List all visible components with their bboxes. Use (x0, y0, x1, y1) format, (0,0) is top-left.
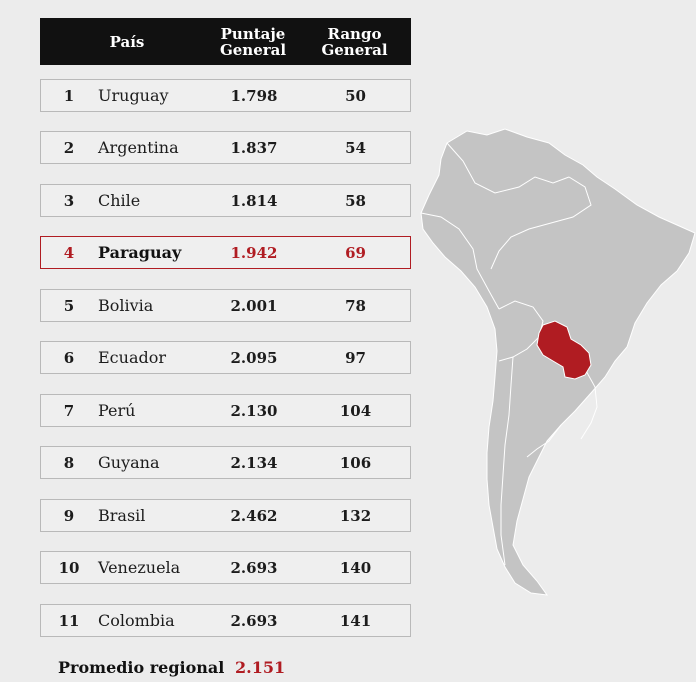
header-puntaje-line2: General (219, 40, 287, 59)
country-cell: Brasil (98, 506, 146, 525)
south-america-map (420, 128, 696, 596)
border-line (420, 212, 500, 310)
rank-cell: 8 (63, 453, 75, 472)
global-rank-cell: 54 (345, 138, 366, 157)
border-line (490, 176, 592, 270)
country-cell: Ecuador (98, 348, 167, 367)
score-cell: 2.462 (230, 506, 278, 525)
rank-cell: 4 (63, 243, 75, 262)
country-cell: Perú (98, 401, 136, 420)
global-rank-cell: 106 (339, 453, 372, 472)
global-rank-cell: 50 (345, 86, 366, 105)
score-cell: 2.693 (230, 558, 278, 577)
header-puntaje: Puntaje General (216, 18, 290, 65)
score-cell: 2.130 (230, 401, 278, 420)
global-rank-cell: 104 (339, 401, 372, 420)
rank-cell: 2 (63, 138, 75, 157)
score-cell: 1.798 (230, 86, 278, 105)
table-row: 2 Argentina 1.837 54 (40, 131, 411, 164)
regional-average-value: 2.151 (235, 657, 286, 677)
global-rank-cell: 69 (345, 243, 366, 262)
global-rank-cell: 140 (339, 558, 372, 577)
header-pais: País (109, 32, 145, 51)
header-rango-line2: General (321, 40, 388, 59)
table-row: 6 Ecuador 2.095 97 (40, 341, 411, 374)
global-rank-cell: 97 (345, 348, 366, 367)
score-cell: 1.837 (230, 138, 278, 157)
score-cell: 1.814 (230, 191, 278, 210)
rank-cell: 10 (58, 558, 80, 577)
paraguay-region (536, 320, 592, 380)
table-row: 3 Chile 1.814 58 (40, 184, 411, 217)
header-rango: Rango General (317, 18, 392, 65)
global-rank-cell: 132 (339, 506, 372, 525)
table-row: 8 Guyana 2.134 106 (40, 446, 411, 479)
score-cell: 1.942 (230, 243, 278, 262)
country-cell: Argentina (98, 138, 179, 157)
rank-cell: 7 (63, 401, 75, 420)
border-line (526, 424, 562, 458)
country-cell: Guyana (98, 453, 160, 472)
table-header: País Puntaje General Rango General (40, 18, 411, 65)
rank-cell: 3 (63, 191, 75, 210)
country-cell: Bolivia (98, 296, 154, 315)
global-rank-cell: 58 (345, 191, 366, 210)
country-cell: Chile (98, 191, 141, 210)
regional-average-label: Promedio regional (58, 657, 225, 677)
country-cell: Colombia (98, 611, 175, 630)
table-row: 7 Perú 2.130 104 (40, 394, 411, 427)
country-cell: Paraguay (98, 243, 182, 262)
table-row: 11 Colombia 2.693 141 (40, 604, 411, 637)
header-rango-line1: Rango (327, 24, 382, 43)
global-rank-cell: 141 (339, 611, 372, 630)
rank-cell: 6 (63, 348, 75, 367)
table-row: 1 Uruguay 1.798 50 (40, 79, 411, 112)
score-cell: 2.001 (230, 296, 278, 315)
table-row: 5 Bolivia 2.001 78 (40, 289, 411, 322)
rank-cell: 1 (63, 86, 75, 105)
rank-cell: 9 (63, 506, 75, 525)
score-cell: 2.693 (230, 611, 278, 630)
score-cell: 2.134 (230, 453, 278, 472)
country-cell: Venezuela (98, 558, 181, 577)
table-row: 9 Brasil 2.462 132 (40, 499, 411, 532)
global-rank-cell: 78 (345, 296, 366, 315)
score-cell: 2.095 (230, 348, 278, 367)
table-row: 4 Paraguay 1.942 69 (40, 236, 411, 269)
country-cell: Uruguay (98, 86, 169, 105)
rank-cell: 11 (58, 611, 80, 630)
border-line (446, 142, 570, 194)
rank-cell: 5 (63, 296, 75, 315)
border-line (500, 356, 514, 566)
header-puntaje-line1: Puntaje (220, 24, 286, 43)
table-row: 10 Venezuela 2.693 140 (40, 551, 411, 584)
